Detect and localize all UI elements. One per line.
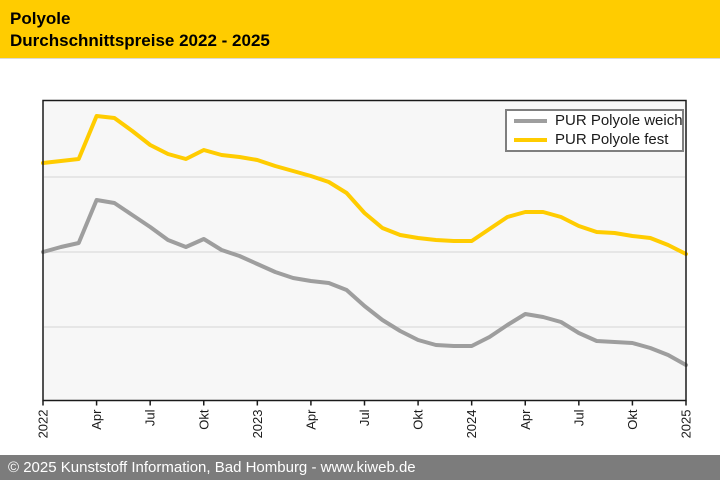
x-tick-label: Jul [357,409,372,426]
copyright-text: © 2025 Kunststoff Information, Bad Hombu… [8,459,416,476]
x-tick-label: Jul [143,409,158,426]
series-line-fest [41,114,688,256]
x-tick-label: Apr [303,409,318,430]
report-header: Polyole Durchschnittspreise 2022 - 2025 [0,0,720,59]
x-tick-label: 2024 [464,410,479,439]
plot-border [42,99,687,402]
x-tick-label: Okt [411,409,426,430]
weich-line-swatch [514,119,547,123]
legend-item-fest: PUR Polyole fest [507,132,682,148]
page-subtitle: Durchschnittspreise 2022 - 2025 [10,31,270,50]
chart-legend: PUR Polyole weich PUR Polyole fest [505,109,684,152]
page-title: Polyole [10,9,71,28]
legend-label-weich: PUR Polyole weich [555,112,683,129]
legend-item-weich: PUR Polyole weich [507,112,683,129]
x-tick-label: 2023 [250,410,265,439]
x-tick-label: Okt [625,409,640,430]
fest-line-swatch [514,138,547,142]
x-tick-label: Jul [571,409,586,426]
legend-label-fest: PUR Polyole fest [555,131,669,148]
x-tick-label: Apr [518,409,533,430]
copyright-footer: © 2025 Kunststoff Information, Bad Hombu… [0,455,720,480]
x-tick-label: Apr [89,409,104,430]
x-tick-label: 2022 [36,410,51,439]
series-line-weich [41,198,688,367]
x-tick-label: 2025 [679,410,694,439]
x-tick-label: Okt [196,409,211,430]
